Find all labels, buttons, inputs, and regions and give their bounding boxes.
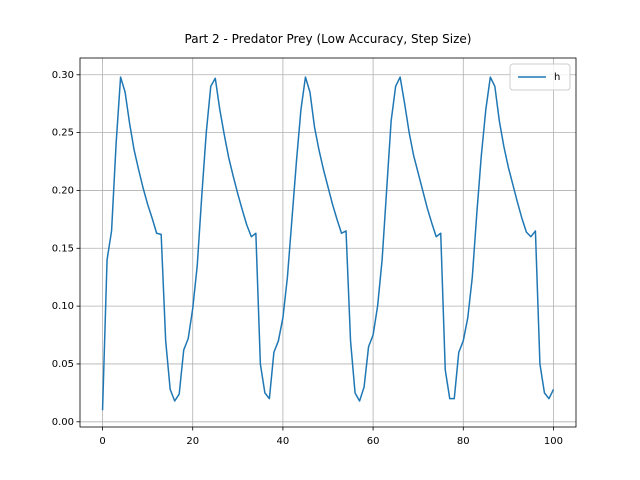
x-tick-label: 80 — [457, 436, 470, 447]
y-tick-label: 0.15 — [52, 243, 74, 254]
y-tick-label: 0.00 — [52, 417, 74, 428]
x-tick-label: 40 — [277, 436, 290, 447]
y-tick-label: 0.25 — [52, 128, 74, 139]
plot-frame — [79, 57, 577, 428]
x-tick-label: 20 — [186, 436, 199, 447]
chart-title: Part 2 - Predator Prey (Low Accuracy, St… — [185, 32, 472, 46]
y-tick-label: 0.10 — [52, 301, 74, 312]
y-tick-label: 0.30 — [52, 70, 74, 81]
x-tick-label: 0 — [99, 436, 105, 447]
x-tick-label: 100 — [544, 436, 563, 447]
x-tick-label: 60 — [367, 436, 380, 447]
y-tick-label: 0.20 — [52, 185, 74, 196]
legend-label: h — [554, 72, 560, 83]
y-tick-label: 0.05 — [52, 359, 74, 370]
data-line — [101, 76, 555, 411]
